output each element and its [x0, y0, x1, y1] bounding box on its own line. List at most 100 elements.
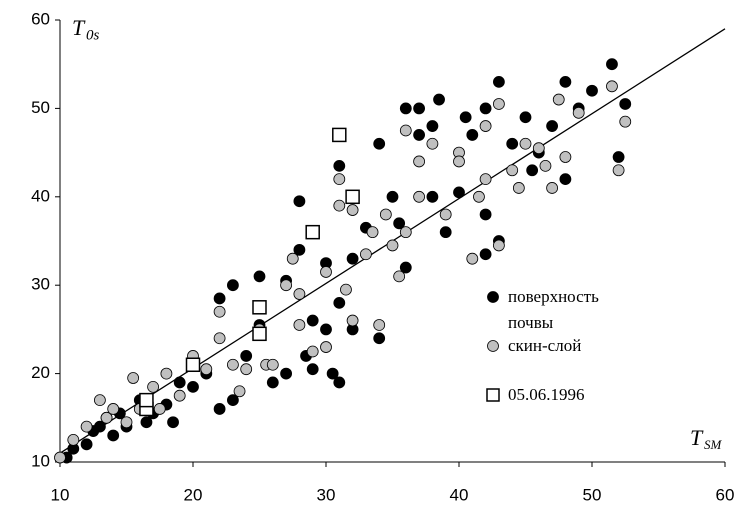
dot — [479, 120, 492, 132]
square-marker — [345, 189, 360, 205]
dot — [226, 279, 239, 292]
square-marker — [252, 300, 267, 315]
y-axis-label: T — [72, 15, 86, 40]
dot — [546, 120, 558, 132]
dot — [187, 380, 199, 393]
dot — [94, 394, 106, 407]
dot — [393, 217, 406, 230]
dot — [293, 319, 306, 331]
dot — [606, 58, 618, 71]
square-marker — [185, 357, 201, 373]
x-tick-label: 40 — [450, 485, 469, 504]
dot — [293, 195, 306, 208]
dot — [213, 305, 226, 318]
dot — [359, 248, 372, 261]
dot — [526, 164, 539, 177]
y-tick-label: 10 — [31, 451, 50, 470]
dot — [306, 363, 319, 376]
dot — [80, 420, 93, 433]
dot — [479, 102, 492, 115]
y-tick-label: 20 — [31, 363, 50, 382]
dot — [539, 159, 552, 172]
dot — [413, 102, 426, 115]
y-tick-label: 60 — [31, 9, 50, 28]
dot — [286, 252, 299, 265]
dot — [559, 173, 572, 186]
dot — [433, 93, 445, 106]
dot — [240, 350, 253, 362]
dot — [346, 314, 359, 327]
dot — [413, 129, 426, 141]
dot — [506, 137, 519, 150]
dot — [346, 204, 359, 216]
dot — [213, 403, 226, 415]
dot — [559, 151, 572, 163]
y-tick-label: 30 — [31, 275, 50, 294]
dot — [100, 411, 113, 424]
dot — [492, 239, 505, 252]
y-axis-label-sub: 0s — [86, 27, 100, 43]
dot — [466, 129, 479, 141]
legend-marker — [487, 340, 499, 352]
dot — [439, 208, 452, 221]
dot — [413, 190, 426, 203]
legend-label: поверхность почвы — [508, 287, 599, 332]
x-tick-label: 20 — [184, 485, 203, 504]
square-marker — [332, 127, 347, 143]
dot — [399, 226, 412, 239]
dot — [373, 137, 386, 150]
dot — [147, 380, 160, 393]
dot — [266, 376, 279, 389]
dot — [619, 115, 632, 128]
dot — [393, 270, 406, 283]
x-axis-label: T — [690, 425, 704, 450]
dot — [426, 190, 439, 203]
dot — [479, 173, 492, 186]
dot — [326, 367, 339, 380]
dot — [453, 155, 465, 168]
dot — [586, 84, 598, 97]
dot — [473, 190, 485, 203]
dot — [200, 363, 213, 376]
dot — [226, 358, 239, 371]
dot — [546, 182, 558, 194]
y-tick-label: 40 — [31, 186, 50, 205]
x-tick-label: 30 — [317, 485, 336, 504]
dot — [346, 252, 359, 265]
dot — [519, 111, 532, 124]
dot — [320, 323, 332, 336]
dot — [459, 111, 472, 124]
dot — [519, 137, 532, 150]
dot — [492, 75, 505, 88]
dot — [293, 243, 306, 256]
dot — [373, 332, 386, 345]
dot — [426, 120, 439, 132]
dot — [366, 226, 379, 239]
dot — [173, 376, 186, 389]
dot — [606, 80, 618, 93]
legend-marker — [486, 388, 500, 402]
dot — [173, 389, 186, 402]
dot — [253, 270, 266, 283]
dot — [333, 376, 346, 389]
dot — [559, 75, 572, 88]
dot — [306, 314, 319, 327]
dot — [233, 385, 246, 398]
dot — [612, 151, 625, 163]
dot — [320, 266, 332, 278]
dot — [240, 363, 253, 376]
dot — [413, 155, 426, 168]
dot — [107, 429, 120, 442]
dot — [160, 367, 173, 380]
dot — [439, 226, 452, 239]
dot — [399, 124, 412, 137]
dot — [320, 341, 332, 353]
dot — [153, 403, 166, 415]
dot — [333, 296, 346, 309]
dot — [333, 199, 346, 212]
dot — [492, 98, 505, 110]
square-marker — [305, 224, 320, 240]
dot — [612, 164, 625, 177]
x-tick-label: 60 — [716, 485, 735, 504]
